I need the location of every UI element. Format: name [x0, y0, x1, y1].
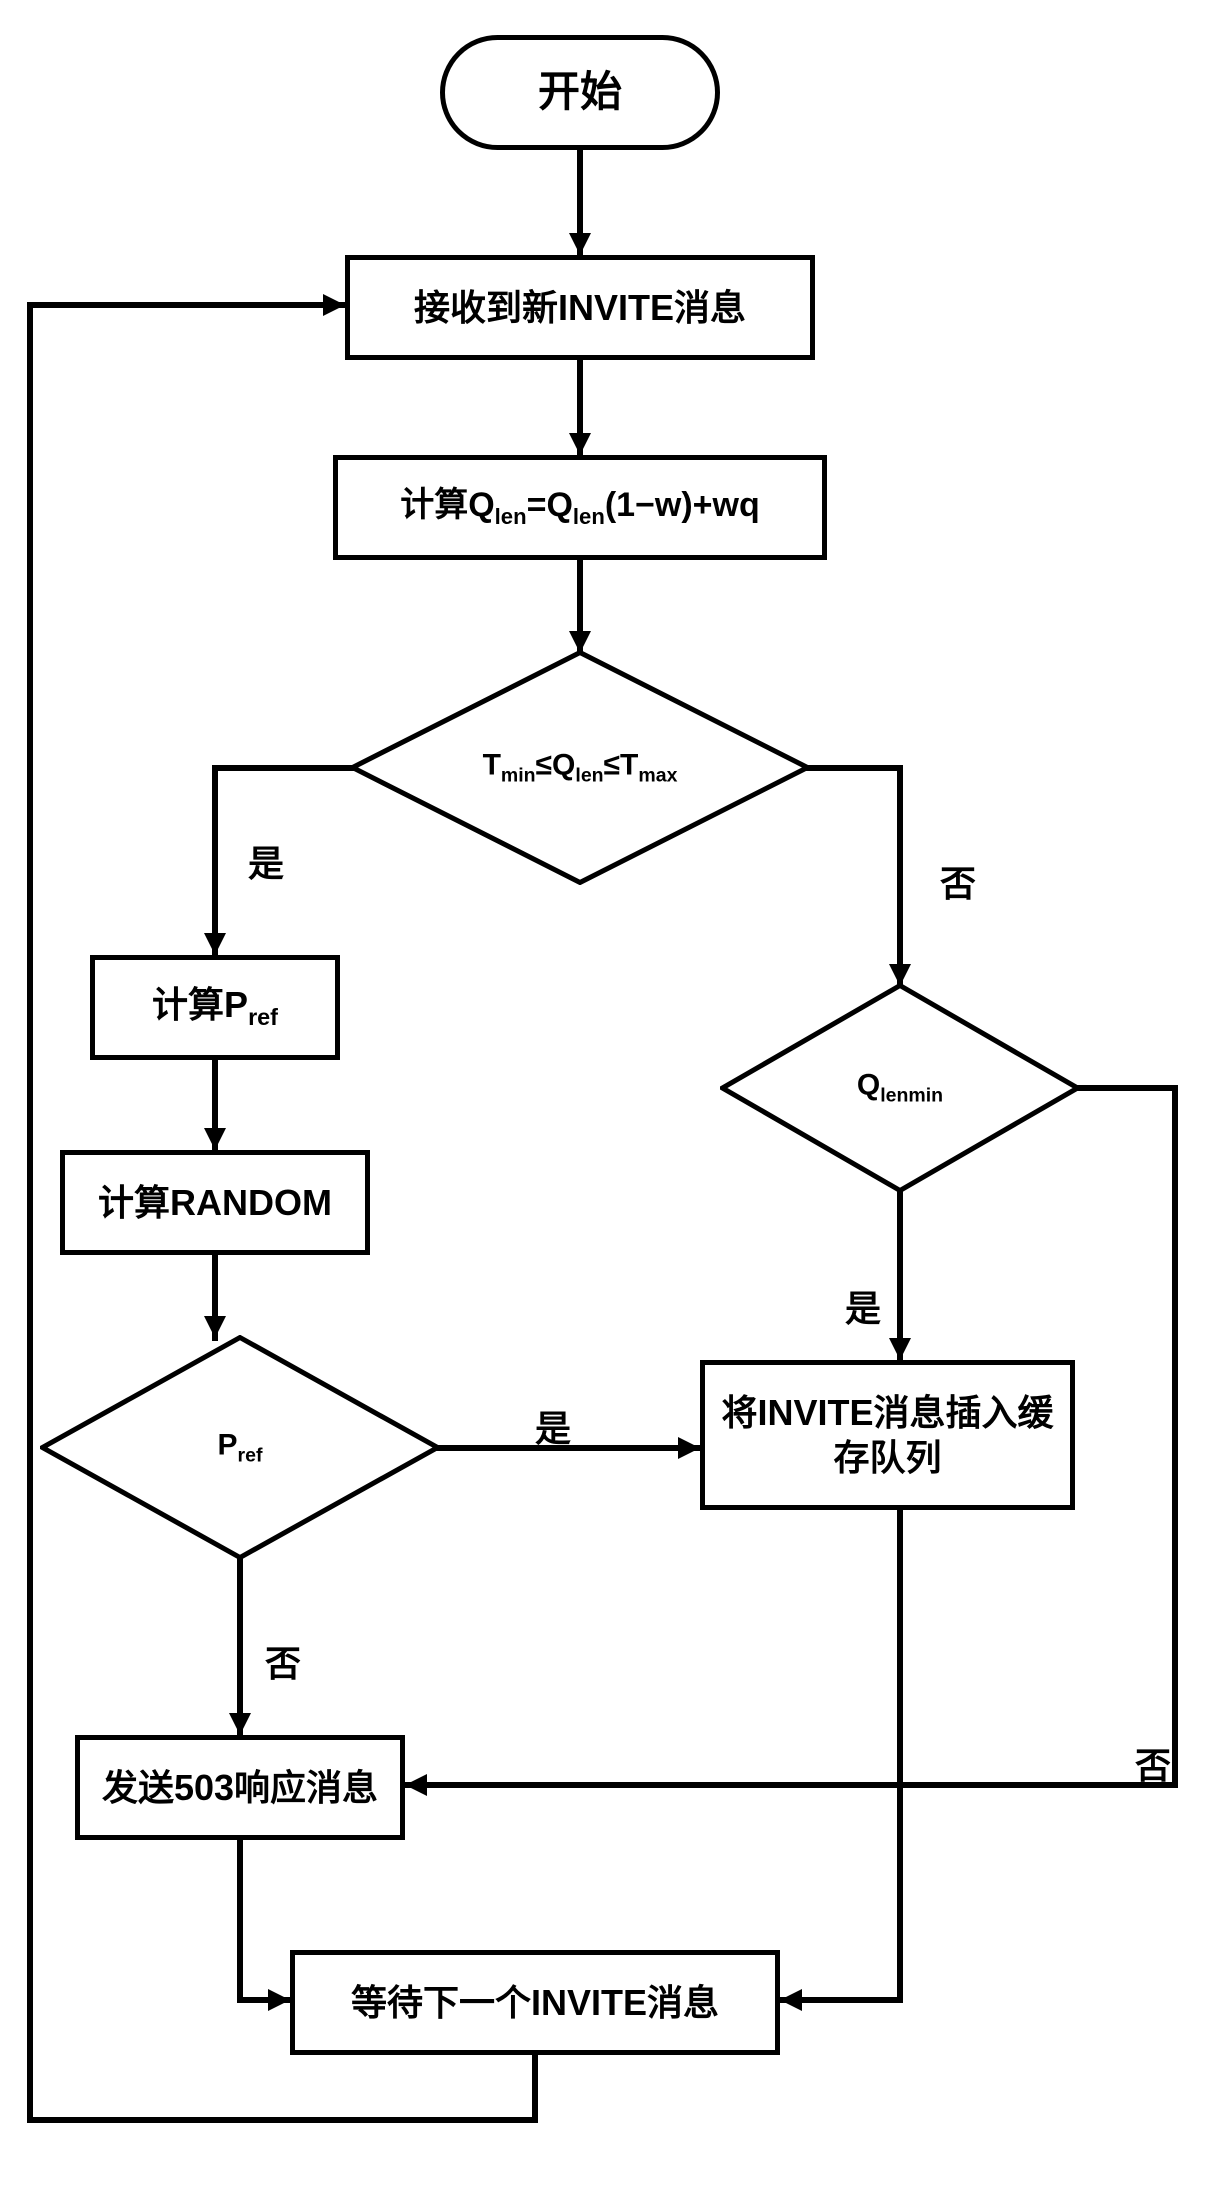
calc-random-box: 计算RANDOM	[60, 1150, 370, 1255]
edge-label: 否	[1135, 1737, 1171, 1789]
wait-next-invite-label: 等待下一个INVITE消息	[351, 1980, 719, 2025]
flowchart-canvas: 开始 接收到新INVITE消息 计算Qlen=Qlen(1−w)+wq Tmin…	[0, 0, 1212, 2187]
edge-label: 否	[940, 855, 976, 907]
decision-tmin-qlen-tmax: Tmin≤Qlen≤Tmax	[350, 650, 810, 885]
calc-qlen-label: 计算Qlen=Qlen(1−w)+wq	[400, 484, 760, 530]
send-503-label: 发送503响应消息	[102, 1765, 378, 1810]
decision-qlen-lt-tmin: Qlenmin	[720, 983, 1080, 1193]
enqueue-invite-label: 将INVITE消息插入缓存队列	[705, 1390, 1070, 1480]
receive-invite-label: 接收到新INVITE消息	[414, 285, 746, 330]
edge-label: 是	[535, 1400, 571, 1452]
enqueue-invite-box: 将INVITE消息插入缓存队列	[700, 1360, 1075, 1510]
wait-next-invite-box: 等待下一个INVITE消息	[290, 1950, 780, 2055]
edge-label: 否	[265, 1635, 301, 1687]
send-503-box: 发送503响应消息	[75, 1735, 405, 1840]
calc-pref-box: 计算Pref	[90, 955, 340, 1060]
start-terminator: 开始	[440, 35, 720, 150]
decision-2-label: Qlenmin	[857, 1069, 943, 1108]
calc-pref-label: 计算Pref	[152, 982, 278, 1032]
decision-pref-lt-random: Pref	[40, 1335, 440, 1560]
edge-label: 是	[248, 835, 284, 887]
calc-qlen-box: 计算Qlen=Qlen(1−w)+wq	[333, 455, 827, 560]
receive-invite-box: 接收到新INVITE消息	[345, 255, 815, 360]
edge-label: 是	[845, 1280, 881, 1332]
decision-3-label: Pref	[218, 1428, 263, 1467]
calc-random-label: 计算RANDOM	[98, 1180, 332, 1225]
start-label: 开始	[538, 66, 622, 119]
decision-1-label: Tmin≤Qlen≤Tmax	[483, 748, 678, 787]
